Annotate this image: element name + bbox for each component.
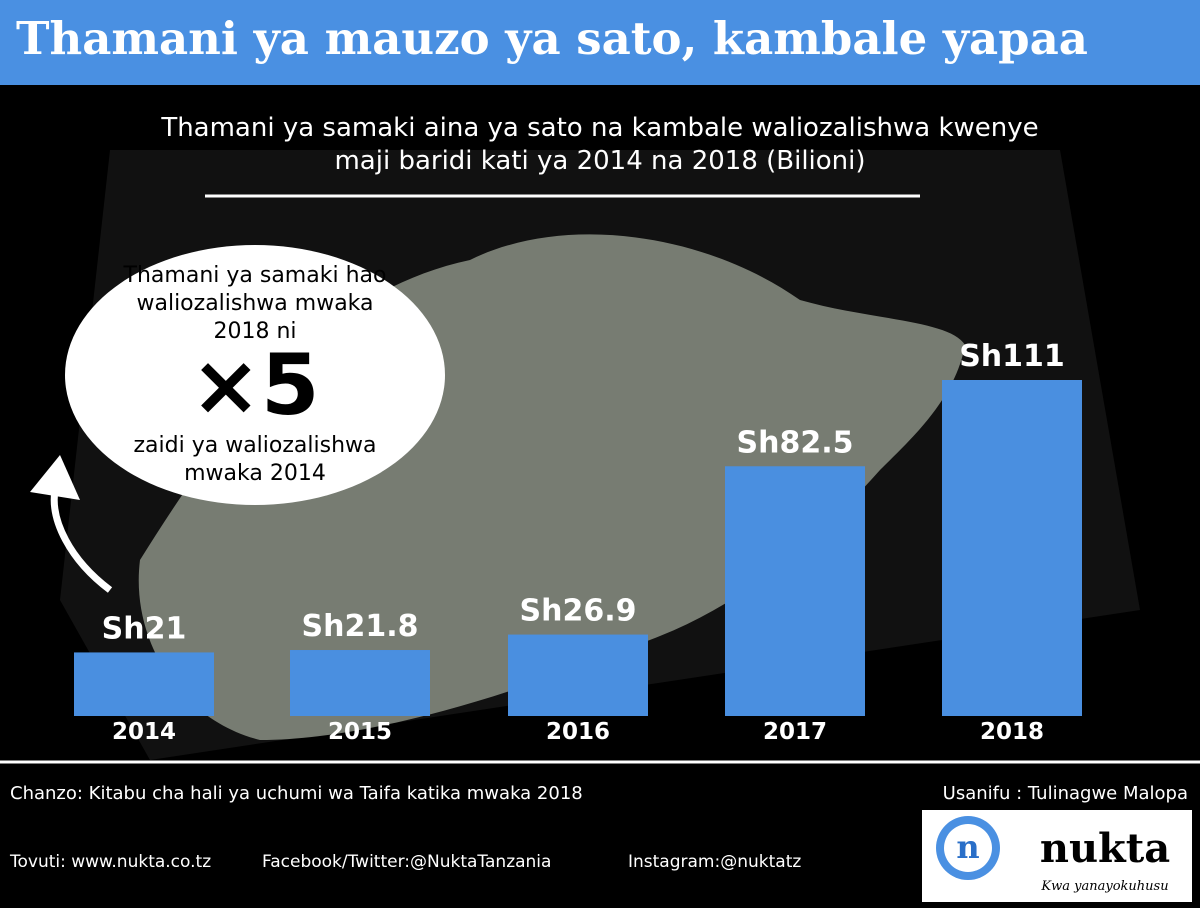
bar bbox=[74, 652, 214, 716]
logo-name: nukta bbox=[1040, 825, 1170, 872]
x-tick-label: 2017 bbox=[763, 719, 827, 745]
callout-bottom: zaidi ya waliozalishwa mwaka 2014 bbox=[133, 433, 377, 486]
logo-tagline: Kwa yanayokuhusu bbox=[1040, 879, 1168, 894]
x-tick-label: 2014 bbox=[112, 719, 176, 745]
website: Tovuti: www.nukta.co.tz bbox=[10, 852, 212, 872]
logo-inner bbox=[944, 824, 992, 872]
header: Thamani ya mauzo ya sato, kambale yapaa bbox=[0, 0, 1200, 85]
x-tick-label: 2016 bbox=[546, 719, 610, 745]
x-tick-label: 2015 bbox=[328, 719, 392, 745]
source: Chanzo: Kitabu cha hali ya uchumi wa Tai… bbox=[10, 783, 583, 804]
bar bbox=[725, 466, 865, 716]
callout-multiplier: ×5 bbox=[190, 336, 320, 434]
designer: Usanifu : Tulinagwe Malopa bbox=[942, 783, 1188, 804]
value-label: Sh21 bbox=[102, 611, 187, 646]
callout-arrow bbox=[50, 489, 113, 593]
callout-bubble bbox=[65, 245, 445, 505]
callout-top: Thamani ya samaki hao waliozalishwa mwak… bbox=[123, 263, 387, 344]
social: Facebook/Twitter:@NuktaTanzania bbox=[262, 852, 552, 872]
arrow-head bbox=[30, 455, 80, 500]
value-label: Sh26.9 bbox=[520, 594, 637, 629]
bar bbox=[508, 634, 648, 716]
value-label: Sh21.8 bbox=[302, 609, 419, 644]
bar bbox=[942, 380, 1082, 716]
value-label: Sh82.5 bbox=[737, 425, 854, 460]
x-tick-label: 2018 bbox=[980, 719, 1044, 745]
value-label: Sh111 bbox=[959, 339, 1065, 374]
bar bbox=[290, 650, 430, 716]
header-title: Thamani ya mauzo ya sato, kambale yapaa bbox=[16, 12, 1088, 65]
chart-title: Thamani ya samaki aina ya sato na kambal… bbox=[161, 113, 1039, 176]
instagram: Instagram:@nuktatz bbox=[628, 852, 802, 872]
logo-letter: n bbox=[956, 828, 979, 866]
